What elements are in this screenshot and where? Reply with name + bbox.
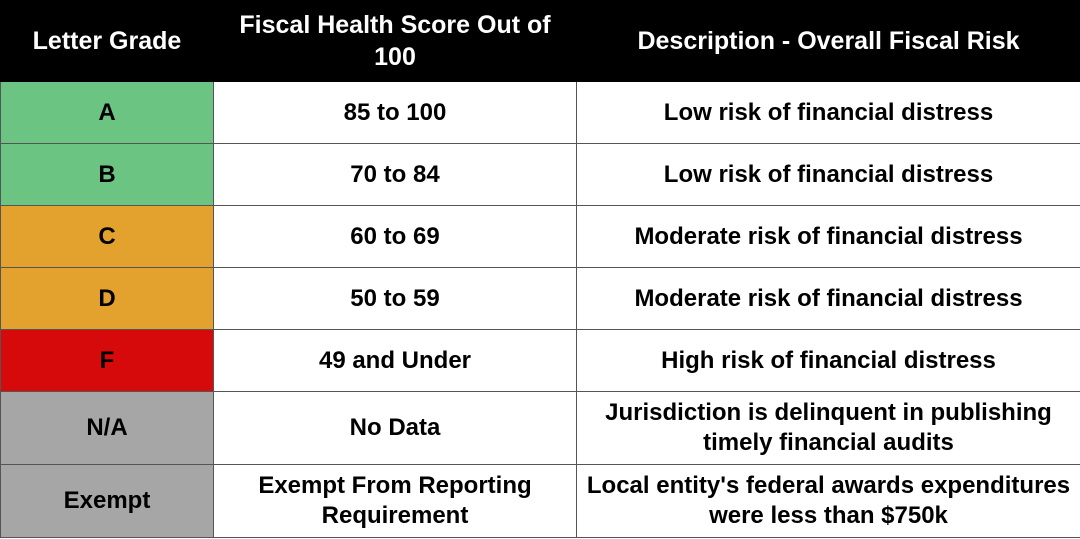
grade-cell: N/A (0, 391, 214, 465)
table-row: N/A No Data Jurisdiction is delinquent i… (0, 391, 1080, 465)
table-row: B 70 to 84 Low risk of financial distres… (0, 143, 1080, 206)
description-cell: High risk of financial distress (576, 329, 1080, 392)
description-cell: Moderate risk of financial distress (576, 205, 1080, 268)
score-cell: No Data (213, 391, 577, 465)
description-cell: Moderate risk of financial distress (576, 267, 1080, 330)
score-cell: 50 to 59 (213, 267, 577, 330)
score-cell: 85 to 100 (213, 81, 577, 144)
table-row: C 60 to 69 Moderate risk of financial di… (0, 205, 1080, 268)
grade-cell: D (0, 267, 214, 330)
score-cell: 70 to 84 (213, 143, 577, 206)
header-description: Description - Overall Fiscal Risk (576, 0, 1080, 82)
grade-cell: F (0, 329, 214, 392)
grade-cell: A (0, 81, 214, 144)
description-cell: Jurisdiction is delinquent in publishing… (576, 391, 1080, 465)
description-cell: Local entity's federal awards expenditur… (576, 464, 1080, 538)
grade-cell: C (0, 205, 214, 268)
header-fiscal-health-score: Fiscal Health Score Out of 100 (213, 0, 577, 82)
table-row: F 49 and Under High risk of financial di… (0, 329, 1080, 392)
grade-cell: Exempt (0, 464, 214, 538)
score-cell: 60 to 69 (213, 205, 577, 268)
header-letter-grade: Letter Grade (0, 0, 214, 82)
grade-cell: B (0, 143, 214, 206)
description-cell: Low risk of financial distress (576, 143, 1080, 206)
score-cell: 49 and Under (213, 329, 577, 392)
description-cell: Low risk of financial distress (576, 81, 1080, 144)
header-row: Letter Grade Fiscal Health Score Out of … (0, 0, 1080, 82)
table-row: D 50 to 59 Moderate risk of financial di… (0, 267, 1080, 330)
score-cell: Exempt From Reporting Requirement (213, 464, 577, 538)
table-row: A 85 to 100 Low risk of financial distre… (0, 81, 1080, 144)
table-row: Exempt Exempt From Reporting Requirement… (0, 464, 1080, 538)
